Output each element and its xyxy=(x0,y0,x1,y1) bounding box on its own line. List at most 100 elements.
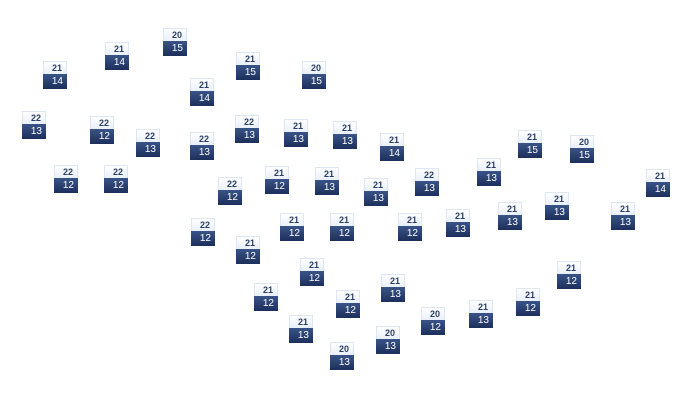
high-temperature: 21 xyxy=(284,119,308,132)
temperature-marker[interactable]: 22 13 xyxy=(136,129,160,157)
low-temperature: 13 xyxy=(289,328,313,343)
high-temperature: 21 xyxy=(545,192,569,205)
high-temperature: 21 xyxy=(380,133,404,146)
temperature-marker[interactable]: 20 12 xyxy=(421,307,445,335)
high-temperature: 20 xyxy=(376,326,400,339)
low-temperature: 13 xyxy=(190,145,214,160)
low-temperature: 12 xyxy=(254,296,278,311)
low-temperature: 12 xyxy=(330,226,354,241)
high-temperature: 21 xyxy=(236,52,260,65)
low-temperature: 14 xyxy=(380,146,404,161)
temperature-marker[interactable]: 21 13 xyxy=(469,300,493,328)
temperature-marker[interactable]: 21 13 xyxy=(611,202,635,230)
temperature-marker[interactable]: 21 14 xyxy=(380,133,404,161)
temperature-marker[interactable]: 22 13 xyxy=(22,111,46,139)
temperature-marker[interactable]: 21 12 xyxy=(557,261,581,289)
low-temperature: 12 xyxy=(54,178,78,193)
low-temperature: 13 xyxy=(611,215,635,230)
temperature-marker[interactable]: 20 13 xyxy=(330,342,354,370)
low-temperature: 12 xyxy=(421,320,445,335)
temperature-marker[interactable]: 21 13 xyxy=(364,178,388,206)
high-temperature: 22 xyxy=(218,177,242,190)
low-temperature: 14 xyxy=(43,74,67,89)
low-temperature: 12 xyxy=(218,190,242,205)
high-temperature: 21 xyxy=(280,213,304,226)
low-temperature: 15 xyxy=(236,65,260,80)
temperature-marker[interactable]: 21 13 xyxy=(498,202,522,230)
high-temperature: 21 xyxy=(289,315,313,328)
high-temperature: 21 xyxy=(333,121,357,134)
temperature-marker[interactable]: 21 13 xyxy=(284,119,308,147)
temperature-marker[interactable]: 21 12 xyxy=(236,236,260,264)
temperature-marker[interactable]: 22 13 xyxy=(235,115,259,143)
temperature-marker[interactable]: 22 13 xyxy=(415,168,439,196)
low-temperature: 12 xyxy=(557,274,581,289)
low-temperature: 15 xyxy=(163,41,187,56)
temperature-marker[interactable]: 22 12 xyxy=(191,218,215,246)
temperature-marker[interactable]: 21 12 xyxy=(516,288,540,316)
high-temperature: 21 xyxy=(518,130,542,143)
high-temperature: 22 xyxy=(415,168,439,181)
temperature-marker[interactable]: 21 14 xyxy=(646,169,670,197)
temperature-marker[interactable]: 21 12 xyxy=(330,213,354,241)
temperature-marker[interactable]: 21 13 xyxy=(477,158,501,186)
low-temperature: 12 xyxy=(398,226,422,241)
low-temperature: 13 xyxy=(235,128,259,143)
high-temperature: 20 xyxy=(570,135,594,148)
low-temperature: 12 xyxy=(191,231,215,246)
low-temperature: 13 xyxy=(477,171,501,186)
low-temperature: 12 xyxy=(516,301,540,316)
temperature-marker[interactable]: 21 12 xyxy=(254,283,278,311)
high-temperature: 21 xyxy=(336,290,360,303)
temperature-marker[interactable]: 21 13 xyxy=(446,209,470,237)
temperature-marker[interactable]: 21 15 xyxy=(518,130,542,158)
temperature-marker[interactable]: 22 12 xyxy=(90,116,114,144)
temperature-marker[interactable]: 21 12 xyxy=(265,166,289,194)
temperature-marker[interactable]: 22 12 xyxy=(54,165,78,193)
high-temperature: 21 xyxy=(43,61,67,74)
low-temperature: 13 xyxy=(22,124,46,139)
temperature-marker[interactable]: 21 13 xyxy=(545,192,569,220)
high-temperature: 21 xyxy=(516,288,540,301)
temperature-marker[interactable]: 21 12 xyxy=(336,290,360,318)
high-temperature: 21 xyxy=(611,202,635,215)
high-temperature: 21 xyxy=(398,213,422,226)
high-temperature: 21 xyxy=(381,274,405,287)
high-temperature: 21 xyxy=(364,178,388,191)
low-temperature: 13 xyxy=(469,313,493,328)
high-temperature: 21 xyxy=(254,283,278,296)
high-temperature: 20 xyxy=(421,307,445,320)
temperature-marker[interactable]: 21 12 xyxy=(300,258,324,286)
low-temperature: 14 xyxy=(190,91,214,106)
low-temperature: 13 xyxy=(381,287,405,302)
low-temperature: 12 xyxy=(104,178,128,193)
temperature-marker[interactable]: 21 12 xyxy=(398,213,422,241)
low-temperature: 12 xyxy=(265,179,289,194)
temperature-marker[interactable]: 22 12 xyxy=(218,177,242,205)
low-temperature: 12 xyxy=(236,249,260,264)
temperature-marker[interactable]: 21 14 xyxy=(43,61,67,89)
temperature-marker[interactable]: 20 15 xyxy=(570,135,594,163)
temperature-marker[interactable]: 20 13 xyxy=(376,326,400,354)
high-temperature: 22 xyxy=(191,218,215,231)
high-temperature: 21 xyxy=(498,202,522,215)
temperature-marker[interactable]: 21 12 xyxy=(280,213,304,241)
low-temperature: 14 xyxy=(105,55,129,70)
low-temperature: 12 xyxy=(336,303,360,318)
temperature-marker[interactable]: 22 13 xyxy=(190,132,214,160)
high-temperature: 21 xyxy=(330,213,354,226)
temperature-marker[interactable]: 21 14 xyxy=(105,42,129,70)
high-temperature: 21 xyxy=(469,300,493,313)
temperature-marker[interactable]: 22 12 xyxy=(104,165,128,193)
high-temperature: 21 xyxy=(477,158,501,171)
temperature-marker[interactable]: 21 15 xyxy=(236,52,260,80)
temperature-marker[interactable]: 21 13 xyxy=(333,121,357,149)
temperature-marker[interactable]: 20 15 xyxy=(163,28,187,56)
temperature-marker[interactable]: 21 13 xyxy=(289,315,313,343)
temperature-marker[interactable]: 21 13 xyxy=(381,274,405,302)
low-temperature: 15 xyxy=(518,143,542,158)
low-temperature: 13 xyxy=(446,222,470,237)
temperature-marker[interactable]: 21 14 xyxy=(190,78,214,106)
temperature-marker[interactable]: 20 15 xyxy=(302,61,326,89)
temperature-marker[interactable]: 21 13 xyxy=(315,167,339,195)
